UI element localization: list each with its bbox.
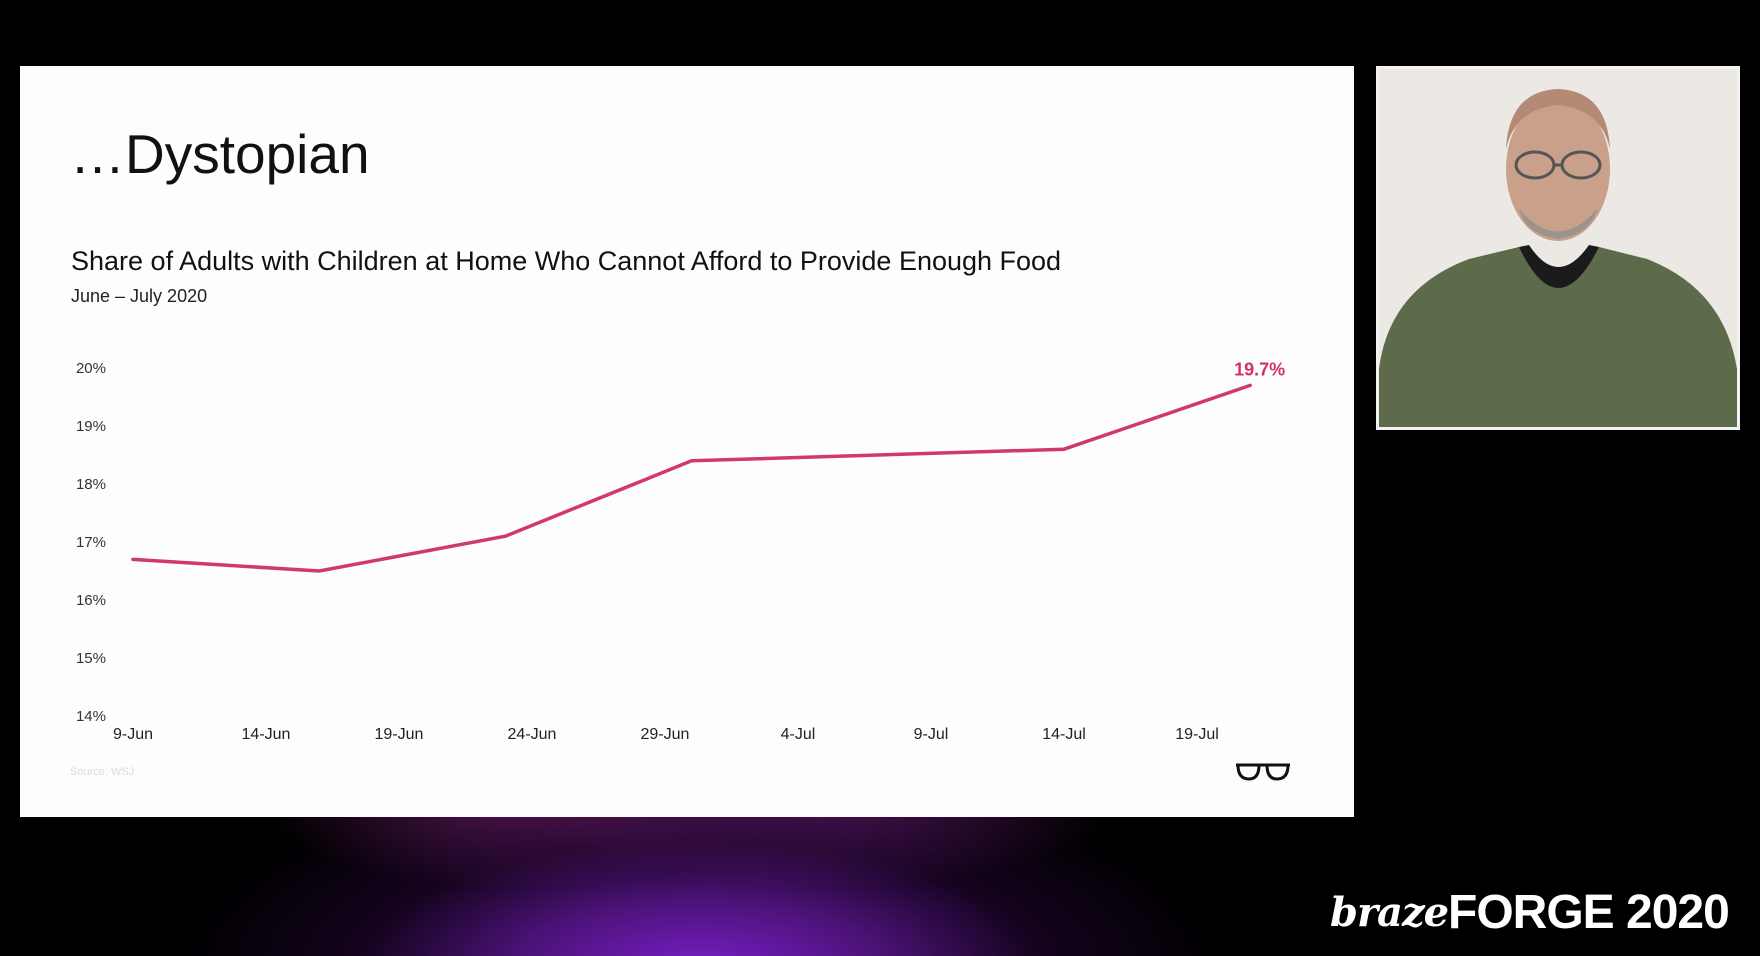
data-label: 19.7% xyxy=(1234,359,1285,379)
y-tick-label: 15% xyxy=(76,650,106,667)
data-point xyxy=(876,453,880,457)
x-tick-label: 9-Jun xyxy=(113,726,153,743)
chart-title: Share of Adults with Children at Home Wh… xyxy=(71,246,1062,276)
slide-title: …Dystopian xyxy=(70,123,370,185)
data-point xyxy=(131,557,135,561)
y-tick-label: 20% xyxy=(76,360,106,377)
x-tick-label: 4-Jul xyxy=(781,726,816,743)
line-chart: 14% 15% 16% 17% 18% 19% 20% 9-Jun 14-Jun 19-Jun 2… xyxy=(76,359,1285,743)
x-tick-label: 19-Jul xyxy=(1175,726,1219,743)
y-tick-label: 17% xyxy=(76,534,106,551)
x-tick-label: 19-Jun xyxy=(375,726,424,743)
series-group xyxy=(131,383,1252,573)
y-tick-label: 14% xyxy=(76,708,106,725)
chart-subtitle: June – July 2020 xyxy=(71,286,208,306)
presentation-slide: …Dystopian Share of Adults with Children… xyxy=(20,66,1354,817)
data-point xyxy=(1062,447,1066,451)
y-tick-label: 19% xyxy=(76,418,106,435)
series-line xyxy=(131,383,1252,573)
y-tick-label: 16% xyxy=(76,592,106,609)
x-tick-label: 29-Jun xyxy=(641,726,690,743)
annotations: 19.7% xyxy=(1234,359,1285,379)
braze-wordmark: braze xyxy=(1330,889,1449,936)
data-point xyxy=(317,569,321,573)
x-tick-label: 14-Jul xyxy=(1042,726,1086,743)
glasses-icon xyxy=(1236,763,1290,781)
data-point xyxy=(690,459,694,463)
x-tick-label: 14-Jun xyxy=(242,726,291,743)
x-tick-label: 24-Jun xyxy=(508,726,557,743)
source-note: Source: WSJ xyxy=(70,766,135,778)
data-point xyxy=(503,534,507,538)
data-point xyxy=(1248,383,1252,387)
presenter-video-icon xyxy=(1376,66,1740,430)
x-tick-label: 9-Jul xyxy=(914,726,949,743)
x-axis: 9-Jun 14-Jun 19-Jun 24-Jun 29-Jun 4-Jul 9-Jul 1… xyxy=(113,726,1219,743)
y-axis: 14% 15% 16% 17% 18% 19% 20% xyxy=(76,360,106,725)
presenter-silhouette xyxy=(1379,69,1737,427)
y-tick-label: 18% xyxy=(76,476,106,493)
forge-wordmark: FORGE 2020 xyxy=(1448,886,1730,939)
